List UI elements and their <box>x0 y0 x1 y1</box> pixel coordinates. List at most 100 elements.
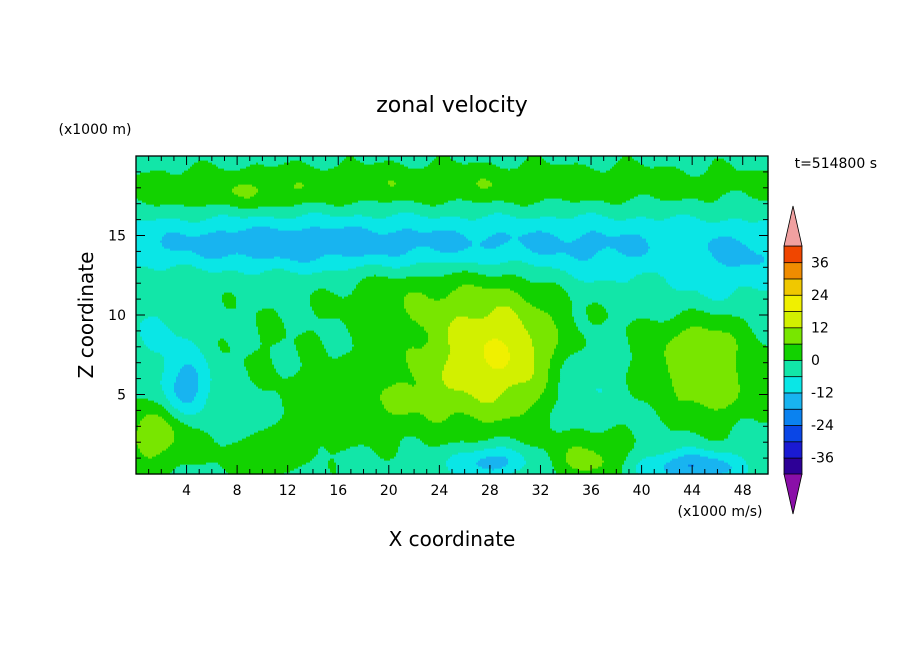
field-cell <box>248 372 279 375</box>
field-cell <box>502 274 517 277</box>
field-cell <box>738 376 769 379</box>
field-cell <box>252 184 295 187</box>
field-cell <box>698 198 719 201</box>
field-cell <box>320 338 353 341</box>
field-cell <box>630 344 667 347</box>
field-cell <box>626 378 673 381</box>
field-cell <box>210 376 251 379</box>
field-cell <box>320 446 325 449</box>
field-cell <box>404 296 429 299</box>
field-cell <box>162 416 175 419</box>
field-cell <box>162 450 319 453</box>
field-cell <box>666 358 737 361</box>
field-cell <box>554 320 575 323</box>
field-cell <box>136 208 769 211</box>
field-cell <box>558 388 597 391</box>
field-cell <box>258 328 287 331</box>
field-cell <box>188 168 225 171</box>
field-cell <box>662 420 739 423</box>
field-cell <box>528 262 723 265</box>
field-cell <box>516 274 573 277</box>
field-cell <box>168 422 185 425</box>
field-cell <box>674 316 741 319</box>
field-cell <box>290 270 323 273</box>
field-cell <box>570 200 581 203</box>
field-cell <box>376 274 445 277</box>
field-cell <box>568 450 595 453</box>
field-cell <box>136 306 227 309</box>
field-cell <box>474 450 517 453</box>
field-cell <box>248 370 277 373</box>
field-cell <box>654 196 721 199</box>
field-cell <box>592 302 599 305</box>
field-cell <box>236 298 311 301</box>
field-cell <box>674 388 741 391</box>
field-cell <box>544 198 563 201</box>
field-cell <box>718 260 765 263</box>
field-cell <box>330 468 337 471</box>
field-cell <box>626 456 647 459</box>
field-cell <box>708 248 751 251</box>
field-cell <box>140 450 163 453</box>
field-cell <box>642 458 673 461</box>
field-cell <box>352 346 413 349</box>
field-cell <box>330 458 335 461</box>
field-cell <box>592 468 623 471</box>
field-cell <box>286 334 299 337</box>
field-cell <box>572 304 589 307</box>
field-cell <box>468 246 485 249</box>
field-cell <box>284 324 347 327</box>
field-cell <box>408 250 441 253</box>
field-cell <box>556 344 587 347</box>
field-cell <box>208 160 291 163</box>
field-cell <box>672 382 739 385</box>
field-cell <box>198 374 211 377</box>
field-cell <box>574 320 591 323</box>
colorbar-label: -36 <box>811 451 834 467</box>
field-cell <box>166 394 177 397</box>
field-cell <box>158 402 171 405</box>
field-cell <box>568 462 603 465</box>
field-cell <box>160 240 473 243</box>
field-cell <box>140 334 177 337</box>
field-cell <box>530 302 573 305</box>
field-cell <box>550 426 613 429</box>
field-cell <box>372 230 397 233</box>
field-cell <box>136 252 197 255</box>
field-cell <box>258 162 285 165</box>
field-cell <box>738 392 769 395</box>
field-cell <box>482 216 517 219</box>
field-cell <box>708 328 753 331</box>
field-cell <box>634 444 769 447</box>
field-cell <box>442 372 535 375</box>
field-cell <box>588 318 607 321</box>
field-cell <box>278 372 297 375</box>
field-cell <box>646 456 679 459</box>
field-cell <box>136 204 155 207</box>
field-cell <box>736 238 769 241</box>
field-cell <box>136 448 141 451</box>
field-cell <box>192 250 409 253</box>
field-cell <box>218 344 229 347</box>
field-cell <box>264 164 279 167</box>
field-cell <box>482 240 509 243</box>
field-cell <box>234 294 311 297</box>
field-cell <box>682 310 705 313</box>
field-cell <box>422 440 461 443</box>
field-cell <box>136 376 163 379</box>
field-cell <box>538 398 559 401</box>
field-cell <box>568 356 633 359</box>
field-cell <box>572 310 587 313</box>
field-cell <box>560 370 629 373</box>
field-cell <box>586 338 629 341</box>
field-cell <box>570 298 713 301</box>
field-cell <box>358 200 379 203</box>
field-cell <box>722 472 747 475</box>
field-cell <box>256 318 283 321</box>
field-cell <box>136 248 171 251</box>
field-cell <box>754 250 769 253</box>
field-cell <box>508 350 535 353</box>
field-cell <box>414 384 447 387</box>
field-cell <box>310 260 509 263</box>
field-cell <box>422 346 451 349</box>
